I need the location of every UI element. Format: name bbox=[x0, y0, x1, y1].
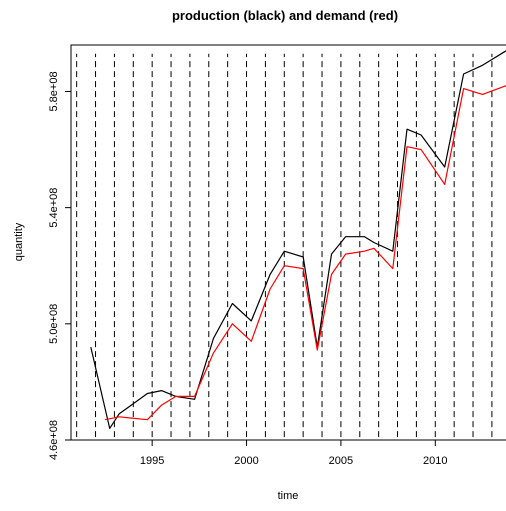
y-axis: 4.6e+08 5.0e+08 5.4e+08 5.8e+08 bbox=[48, 71, 72, 460]
y-tick-label-2: 5.4e+08 bbox=[48, 188, 60, 228]
series-line-demand bbox=[104, 85, 506, 421]
vertical-reference-lines bbox=[76, 53, 493, 438]
x-tick-label-1995: 1995 bbox=[140, 455, 164, 467]
x-tick-label-2000: 2000 bbox=[234, 455, 258, 467]
x-axis: 1995 2000 2005 2010 bbox=[140, 439, 448, 467]
plot-frame bbox=[70, 44, 506, 441]
series-layer bbox=[90, 50, 506, 429]
x-axis-label: time bbox=[278, 490, 299, 502]
chart-title: production (black) and demand (red) bbox=[172, 8, 398, 23]
y-tick-label-0: 4.6e+08 bbox=[48, 420, 60, 460]
series-line-production bbox=[90, 50, 506, 429]
x-tick-label-2005: 2005 bbox=[329, 455, 353, 467]
y-axis-label: quantity bbox=[13, 222, 25, 261]
x-tick-label-2010: 2010 bbox=[423, 455, 447, 467]
y-tick-label-3: 5.8e+08 bbox=[48, 71, 60, 111]
y-tick-label-1: 5.0e+08 bbox=[48, 304, 60, 344]
